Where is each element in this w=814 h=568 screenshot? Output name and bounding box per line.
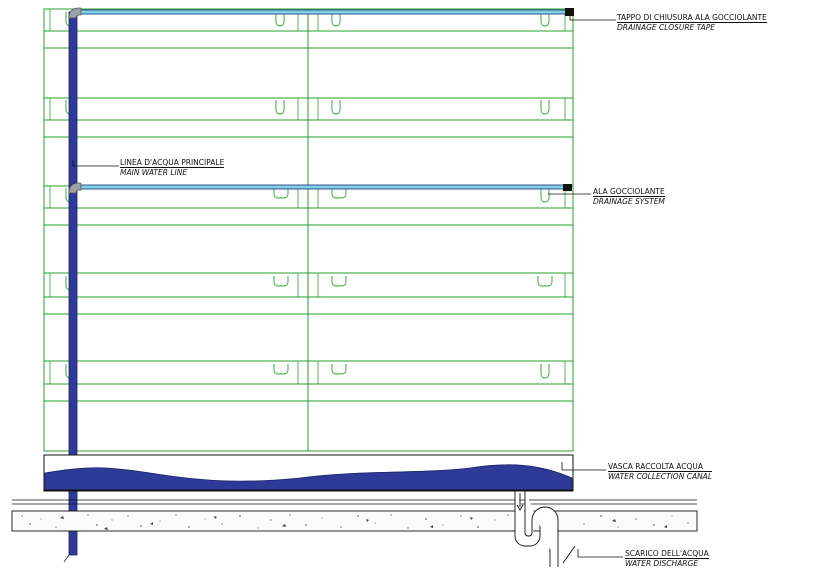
label-water-discharge-it: SCARICO DELL'ACQUA bbox=[625, 549, 709, 559]
label-collection-canal-en: WATER COLLECTION CANAL bbox=[608, 472, 712, 481]
concrete-ground bbox=[11, 499, 698, 532]
label-main-water-line-en: MAIN WATER LINE bbox=[120, 168, 188, 177]
green-wall-modules bbox=[43, 8, 574, 452]
label-water-discharge: SCARICO DELL'ACQUA WATER DISCHARGE bbox=[625, 549, 709, 568]
label-drainage-system-it: ALA GOCCIOLANTE bbox=[593, 187, 665, 197]
leader-lines bbox=[72, 14, 623, 558]
label-closure-tape: TAPPO DI CHIUSURA ALA GOCCIOLANTE DRAINA… bbox=[617, 13, 767, 32]
label-drainage-system-en: DRAINAGE SYSTEM bbox=[593, 197, 665, 206]
label-main-water-line-it: LINEA D'ACQUA PRINCIPALE bbox=[120, 158, 225, 168]
water-discharge-trap bbox=[514, 491, 576, 567]
drip-line-middle bbox=[77, 184, 572, 191]
label-closure-tape-en: DRAINAGE CLOSURE TAPE bbox=[617, 23, 715, 32]
label-water-discharge-en: WATER DISCHARGE bbox=[625, 559, 699, 568]
label-collection-canal-it: VASCA RACCOLTA ACQUA bbox=[608, 462, 712, 472]
water-collection-canal bbox=[43, 454, 574, 492]
label-closure-tape-it: TAPPO DI CHIUSURA ALA GOCCIOLANTE bbox=[617, 13, 767, 23]
label-drainage-system: ALA GOCCIOLANTE DRAINAGE SYSTEM bbox=[593, 187, 665, 206]
label-collection-canal: VASCA RACCOLTA ACQUA WATER COLLECTION CA… bbox=[608, 462, 712, 481]
main-water-pipe bbox=[63, 7, 82, 563]
label-main-water-line: LINEA D'ACQUA PRINCIPALE MAIN WATER LINE bbox=[120, 158, 225, 177]
